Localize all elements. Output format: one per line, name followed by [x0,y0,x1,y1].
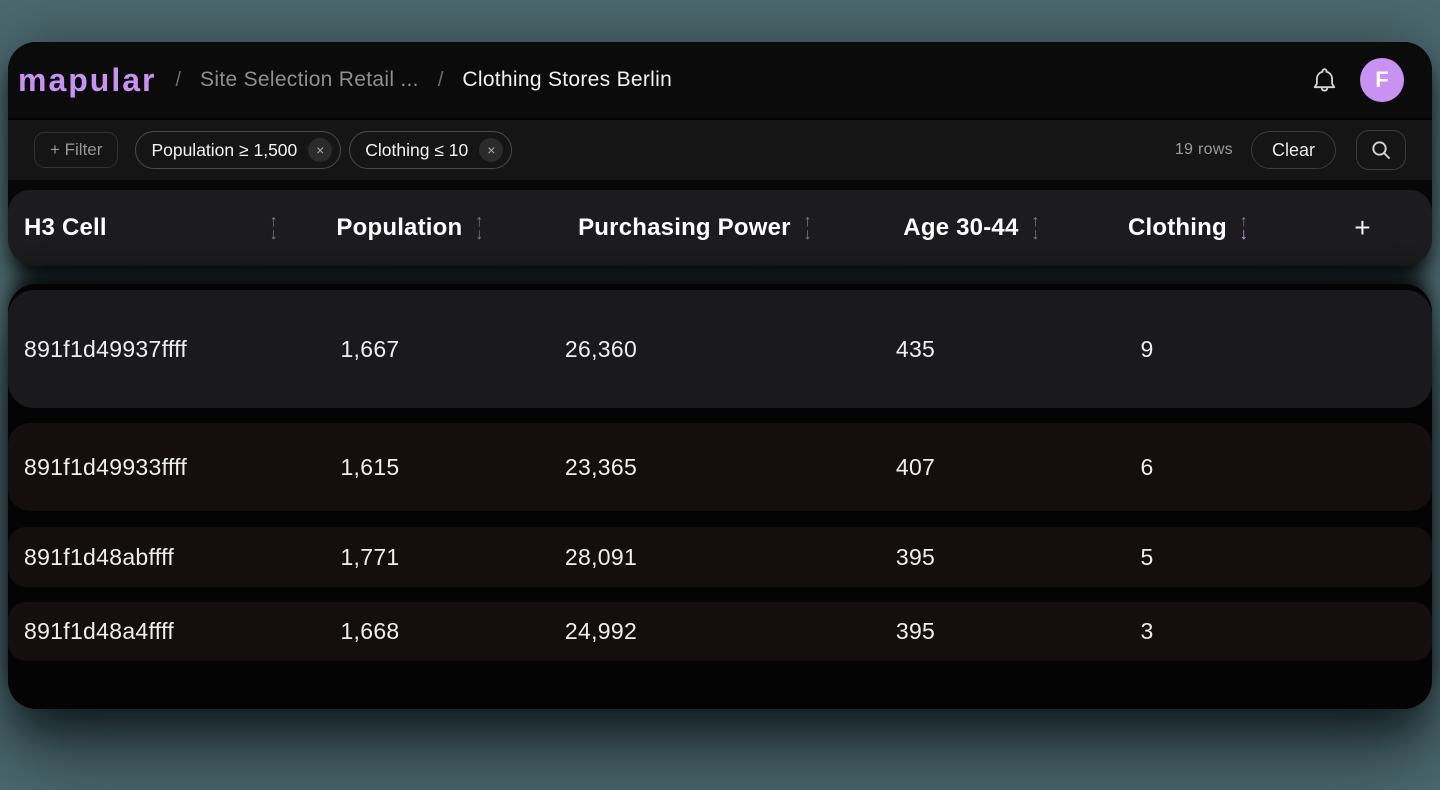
column-label: Clothing [1127,214,1227,241]
breadcrumb-separator: / [175,68,182,91]
app-window: mapular / Site Selection Retail ... / Cl… [8,42,1432,709]
filter-chip-label: Clothing ≤ 10 [365,139,469,160]
clear-filters-button[interactable]: Clear [1250,131,1336,169]
cell-purchasing-power: 28,091 [564,543,638,570]
table-row[interactable]: 891f1d49933ffff 1,615 23,365 407 6 [8,423,1432,511]
column-label: H3 Cell [24,214,107,241]
cell-h3-cell: 891f1d48a4ffff [24,618,175,644]
cell-population: 1,667 [340,335,400,362]
cell-age-30-44: 407 [895,453,936,480]
notification-bell-icon[interactable] [1311,66,1338,95]
breadcrumb-project[interactable]: Site Selection Retail ... [200,68,419,91]
add-column-button[interactable]: + [1354,212,1371,243]
sort-icon[interactable]: ↑ ↓ [803,213,812,243]
table-row[interactable]: 891f1d49937ffff 1,667 26,360 435 9 [8,290,1432,408]
cell-purchasing-power: 23,365 [564,453,638,480]
cell-purchasing-power: 26,360 [564,335,638,362]
cell-clothing: 6 [1140,453,1154,480]
cell-clothing: 3 [1140,618,1154,644]
app-logo[interactable]: mapular [18,61,157,98]
filter-chip-clothing[interactable]: Clothing ≤ 10 × [349,131,513,169]
cell-age-30-44: 435 [895,335,936,362]
table-row[interactable]: 891f1d48abffff 1,771 28,091 395 5 [8,527,1432,587]
cell-age-30-44: 395 [895,618,936,644]
column-header-h3-cell[interactable]: H3 Cell ↑ ↓ [8,213,290,243]
sort-icon[interactable]: ↑ ↓ [475,213,484,243]
cell-clothing: 9 [1140,335,1154,362]
column-header-age-30-44[interactable]: Age 30-44 ↑ ↓ [860,213,1083,243]
remove-filter-icon[interactable]: × [308,138,333,162]
cell-age-30-44: 395 [895,543,936,570]
remove-filter-icon[interactable]: × [479,138,504,162]
top-bar: mapular / Site Selection Retail ... / Cl… [8,42,1432,118]
add-filter-button[interactable]: + Filter [34,132,119,168]
table-row[interactable]: 891f1d48a4ffff 1,668 24,992 395 3 [8,602,1432,661]
app-header-card: mapular / Site Selection Retail ... / Cl… [8,42,1432,266]
row-count-label: 19 rows [1174,141,1233,158]
breadcrumb-separator: / [437,68,444,91]
cell-h3-cell: 891f1d49937ffff [24,335,188,362]
cell-h3-cell: 891f1d49933ffff [24,453,188,480]
table-header-row: H3 Cell ↑ ↓ Population ↑ ↓ Purchasing Powe… [8,190,1432,266]
search-icon [1372,141,1390,159]
sort-icon[interactable]: ↑ ↓ [269,213,278,243]
column-label: Population [336,214,463,241]
cell-purchasing-power: 24,992 [564,618,638,644]
user-avatar[interactable]: F [1360,58,1404,102]
cell-h3-cell: 891f1d48abffff [24,543,175,570]
sort-icon[interactable]: ↑ ↓ [1031,213,1040,243]
cell-clothing: 5 [1140,543,1154,570]
cell-population: 1,668 [340,618,400,644]
sort-icon[interactable]: ↑ ↓ [1239,213,1249,243]
filter-chip-population[interactable]: Population ≥ 1,500 × [135,131,342,169]
table-body: 891f1d49937ffff 1,667 26,360 435 9 891f1… [8,284,1432,709]
cell-population: 1,771 [340,543,400,570]
search-button[interactable] [1356,130,1406,170]
cell-population: 1,615 [340,453,400,480]
breadcrumb-current-page: Clothing Stores Berlin [462,68,673,91]
column-header-clothing[interactable]: Clothing ↑ ↓ [1083,213,1293,243]
filter-chip-label: Population ≥ 1,500 [151,139,298,160]
column-header-purchasing-power[interactable]: Purchasing Power ↑ ↓ [530,213,860,243]
top-bar-actions: F [1311,58,1404,102]
filter-bar: + Filter Population ≥ 1,500 × Clothing ≤… [8,118,1432,180]
column-label: Purchasing Power [578,214,791,241]
column-header-population[interactable]: Population ↑ ↓ [290,213,530,243]
column-label: Age 30-44 [903,214,1019,241]
